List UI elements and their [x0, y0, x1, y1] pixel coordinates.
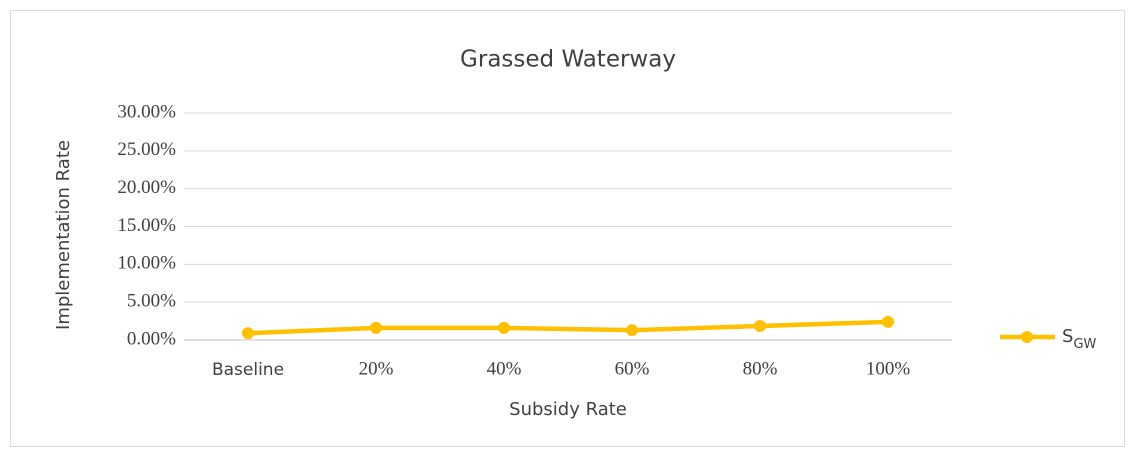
data-point [498, 321, 510, 334]
x-tick-label: 80% [743, 358, 778, 379]
y-tick-label: 20.00% [117, 177, 176, 198]
legend-label: SGW [1062, 326, 1097, 352]
x-tick-label: 20% [359, 358, 394, 379]
y-tick-label: 10.00% [117, 253, 176, 274]
y-tick-label: 25.00% [117, 139, 176, 160]
y-tick-label: 0.00% [127, 328, 176, 349]
x-tick-label: Baseline [212, 360, 284, 380]
y-tick-label: 30.00% [117, 101, 176, 122]
x-tick-label: 40% [487, 358, 522, 379]
legend-text: S [1062, 326, 1073, 347]
y-tick-label: 15.00% [117, 215, 176, 236]
legend-subscript: GW [1073, 337, 1096, 352]
data-point [754, 320, 766, 333]
y-axis-title: Implementation Rate [53, 140, 74, 330]
x-axis-title: Subsidy Rate [509, 399, 627, 420]
series-line [247, 319, 889, 336]
data-point [370, 321, 382, 334]
y-tick-label: 5.00% [127, 291, 176, 312]
x-tick-label: 60% [615, 358, 650, 379]
chart-border [10, 10, 1125, 447]
legend-marker [1021, 331, 1033, 343]
data-point [882, 315, 894, 328]
data-point [626, 324, 638, 337]
x-tick-label: 100% [866, 358, 911, 379]
data-point [242, 327, 254, 340]
chart-title: Grassed Waterway [460, 47, 676, 73]
